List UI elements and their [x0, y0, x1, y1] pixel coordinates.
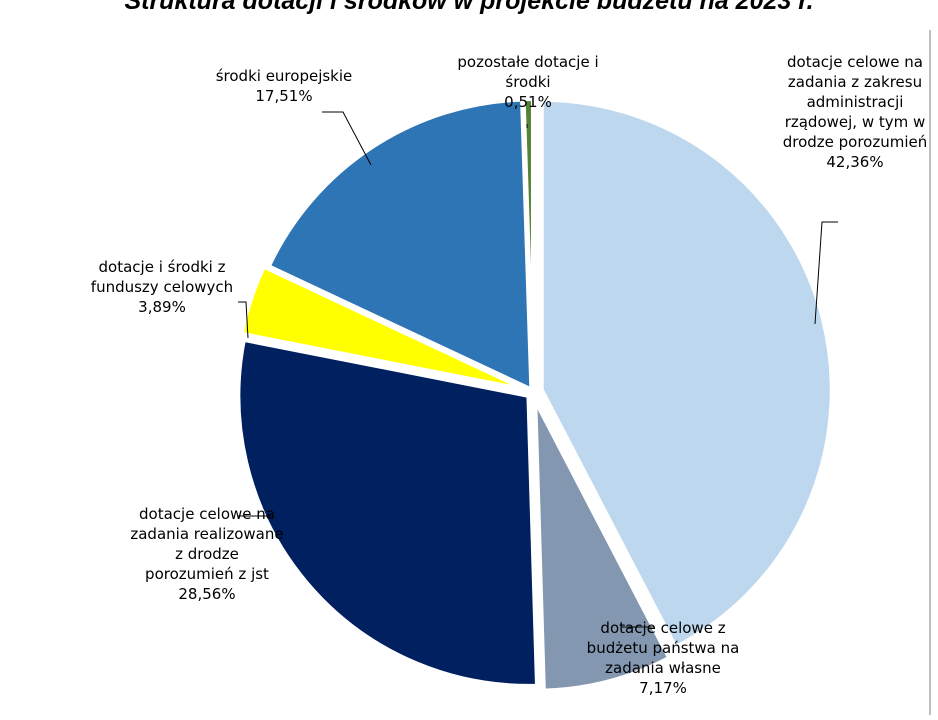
slice-label-line: dotacje i środki z — [99, 258, 226, 276]
slice-label: dotacje celowe na zadania realizowane z dr… — [130, 505, 283, 603]
slice-value-label: 3,89% — [138, 298, 186, 316]
slice-value-label: 42,36% — [826, 153, 883, 171]
slice-label-line: zadania z zakresu — [788, 73, 922, 91]
slice-label: dotacje celowe z budżetu państwa na zadani… — [587, 619, 740, 697]
slice-label-line: budżetu państwa na — [587, 639, 740, 657]
slice-label-line: funduszy celowych — [91, 278, 233, 296]
label-leader-line — [322, 111, 372, 166]
slice-label-line: zadania realizowane — [130, 525, 283, 543]
label-leader-line — [238, 301, 249, 339]
slice-label: pozostałe dotacje i środki 0,51% — [457, 53, 598, 111]
slice-label-line: pozostałe dotacje i — [457, 53, 598, 71]
slice-label-line: dotacje celowe na — [787, 53, 923, 71]
pie-slice — [533, 398, 672, 693]
slice-label-line: zadania własne — [605, 659, 721, 677]
chart-title: Struktura dotacji i środków w projekcie … — [124, 0, 814, 15]
label-leader-line — [814, 221, 838, 325]
pie-slice — [539, 97, 834, 650]
slice-value-label: 17,51% — [255, 87, 312, 105]
slice-label-line: dotacje celowe na — [139, 505, 275, 523]
slice-label-line: drodze porozumień — [783, 133, 928, 151]
pie-slice — [236, 337, 539, 688]
slice-label-line: z drodze — [175, 545, 239, 563]
slice-label-line: porozumień z jst — [145, 565, 269, 583]
slice-label-line: środki europejskie — [216, 67, 353, 85]
slice-label-line: środki — [505, 73, 550, 91]
slice-value-label: 7,17% — [639, 679, 687, 697]
pie-slice — [266, 97, 534, 392]
slice-value-label: 0,51% — [504, 93, 552, 111]
slice-label: dotacje i środki z funduszy celowych 3,89% — [91, 258, 233, 316]
slice-label-line: rządowej, w tym w — [785, 113, 926, 131]
slice-label-line: administracji — [807, 93, 904, 111]
slice-value-label: 28,56% — [178, 585, 235, 603]
pie-slice — [239, 264, 529, 392]
pie-slice — [521, 97, 535, 391]
slice-label-line: dotacje celowe z — [600, 619, 725, 637]
slice-label: środki europejskie 17,51% — [216, 67, 353, 105]
slice-label: dotacje celowe na zadania z zakresu admini… — [783, 53, 928, 171]
